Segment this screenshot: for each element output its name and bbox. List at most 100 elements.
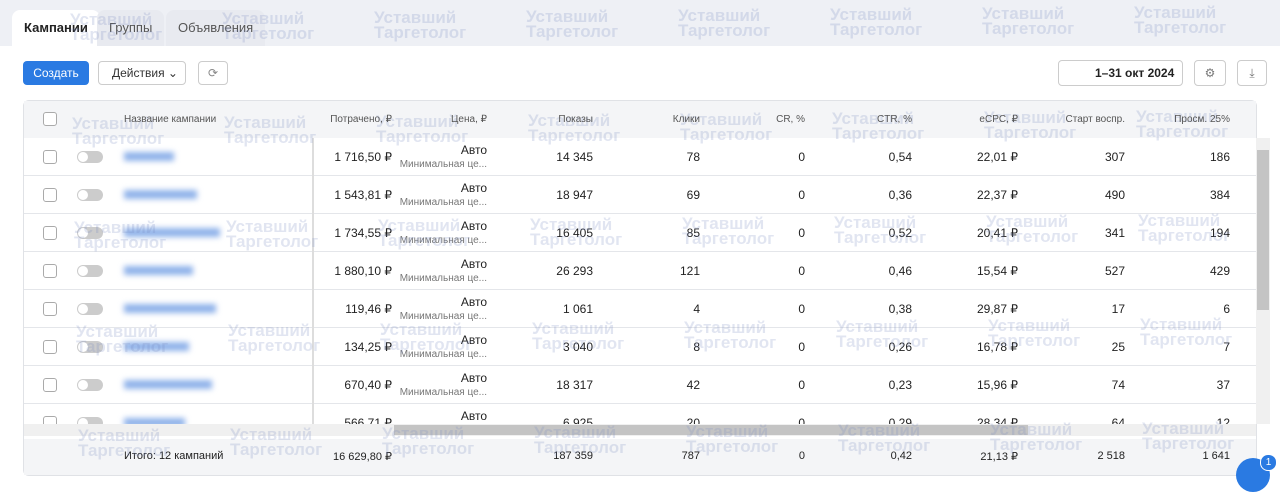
cell: 85 bbox=[686, 226, 700, 240]
cell: 119,46 ₽ bbox=[345, 302, 392, 316]
cell: 64 bbox=[1111, 416, 1125, 424]
total-row bbox=[24, 439, 1256, 475]
table-body: 1 716,50 ₽ Авто Минимальная це... 14 345 78 0… bbox=[24, 143, 1256, 424]
total-cell: 187 359 bbox=[553, 450, 593, 462]
cell: 16,78 ₽ bbox=[977, 340, 1018, 354]
campaign-name-blurred bbox=[124, 342, 189, 351]
h-scroll-thumb[interactable] bbox=[394, 425, 1028, 435]
header-cell: Цена, ₽ bbox=[451, 114, 487, 125]
cell: Авто bbox=[460, 295, 487, 309]
cell: 12 bbox=[1216, 416, 1230, 424]
cell: 490 bbox=[1104, 188, 1125, 202]
cell: 20,41 ₽ bbox=[977, 226, 1018, 240]
cell: Минимальная це... bbox=[399, 197, 487, 208]
cell: 186 bbox=[1209, 150, 1230, 164]
settings-button[interactable]: ⚙ bbox=[1194, 60, 1226, 86]
cell: Минимальная це... bbox=[399, 273, 487, 284]
row-toggle[interactable] bbox=[77, 189, 103, 201]
cell: Авто bbox=[460, 371, 487, 385]
cell: 28,34 ₽ bbox=[977, 416, 1018, 424]
cell: 0,52 bbox=[888, 226, 912, 240]
cell: 341 bbox=[1104, 226, 1125, 240]
cell: 18 947 bbox=[556, 188, 593, 202]
row-checkbox[interactable] bbox=[43, 416, 57, 424]
cell: 0,46 bbox=[888, 264, 912, 278]
row-checkbox[interactable] bbox=[43, 150, 57, 164]
cell: 26 293 bbox=[556, 264, 593, 278]
row-checkbox[interactable] bbox=[43, 340, 57, 354]
tab[interactable]: Группы bbox=[97, 10, 165, 46]
cell: Авто bbox=[460, 409, 487, 423]
row-line bbox=[24, 175, 1256, 176]
header-cell: Старт воспр. bbox=[1065, 114, 1125, 125]
row-line bbox=[24, 365, 1256, 366]
v-scroll-thumb[interactable] bbox=[1257, 150, 1269, 310]
total-cell: Итого: 12 кампаний bbox=[124, 450, 224, 462]
cell: 194 bbox=[1209, 226, 1230, 240]
create-button[interactable]: Создать bbox=[23, 61, 89, 85]
campaign-name-blurred bbox=[124, 380, 212, 389]
fixed-divider bbox=[312, 138, 314, 424]
row-line bbox=[24, 251, 1256, 252]
cell: 0,23 bbox=[888, 378, 912, 392]
cell: Авто bbox=[460, 143, 487, 157]
download-button[interactable]: ⤓ bbox=[1237, 60, 1267, 86]
cell: 0 bbox=[798, 340, 805, 354]
header-cell: Показы bbox=[558, 114, 593, 125]
header-cell: Название кампании bbox=[124, 114, 217, 125]
row-checkbox[interactable] bbox=[43, 264, 57, 278]
cell: Минимальная це... bbox=[399, 349, 487, 360]
row-toggle[interactable] bbox=[77, 379, 103, 391]
row-toggle[interactable] bbox=[77, 303, 103, 315]
cell: 37 bbox=[1216, 378, 1230, 392]
row-line bbox=[24, 327, 1256, 328]
row-toggle[interactable] bbox=[77, 265, 103, 277]
cell: 1 061 bbox=[562, 302, 593, 316]
cell: 15,96 ₽ bbox=[977, 378, 1018, 392]
cell: 29,87 ₽ bbox=[977, 302, 1018, 316]
cell: 384 bbox=[1209, 188, 1230, 202]
cell: 0,36 bbox=[888, 188, 912, 202]
actions-button[interactable]: Действия ⌄ bbox=[98, 61, 186, 85]
cell: 670,40 ₽ bbox=[344, 378, 392, 392]
cell: 1 734,55 ₽ bbox=[334, 226, 392, 240]
date-picker[interactable]: 1–31 окт 2024 bbox=[1058, 60, 1183, 86]
campaign-name-blurred bbox=[124, 304, 216, 313]
cell: Авто bbox=[460, 219, 487, 233]
tab[interactable]: Кампании bbox=[12, 10, 100, 46]
row-toggle[interactable] bbox=[77, 151, 103, 163]
header-cell: eCPC, ₽ bbox=[979, 114, 1018, 125]
tab[interactable]: Объявления bbox=[166, 10, 266, 46]
row-line bbox=[24, 289, 1256, 290]
row-toggle[interactable] bbox=[77, 417, 103, 424]
cell: 22,01 ₽ bbox=[977, 150, 1018, 164]
refresh-button[interactable]: ⟳ bbox=[198, 61, 228, 85]
row-toggle[interactable] bbox=[77, 341, 103, 353]
cell: 74 bbox=[1111, 378, 1125, 392]
cell: Минимальная це... bbox=[399, 235, 487, 246]
row-checkbox[interactable] bbox=[43, 226, 57, 240]
cell: 18 317 bbox=[556, 378, 593, 392]
cell: 0 bbox=[798, 264, 805, 278]
cell: 0,29 bbox=[888, 416, 912, 424]
cell: 25 bbox=[1111, 340, 1125, 354]
header-cell: CTR, % bbox=[877, 114, 912, 125]
cell: 307 bbox=[1104, 150, 1125, 164]
cell: 7 bbox=[1223, 340, 1230, 354]
cell: 78 bbox=[686, 150, 700, 164]
cell: 134,25 ₽ bbox=[344, 340, 392, 354]
row-toggle[interactable] bbox=[77, 227, 103, 239]
header-cell: CR, % bbox=[776, 114, 805, 125]
cell: 1 543,81 ₽ bbox=[334, 188, 392, 202]
row-checkbox[interactable] bbox=[43, 188, 57, 202]
total-cell: 2 518 bbox=[1097, 450, 1125, 462]
row-checkbox[interactable] bbox=[43, 378, 57, 392]
cell: 566,71 ₽ bbox=[344, 416, 392, 424]
row-line bbox=[24, 213, 1256, 214]
row-checkbox[interactable] bbox=[43, 302, 57, 316]
cell: 0,54 bbox=[888, 150, 912, 164]
cell: 14 345 bbox=[556, 150, 593, 164]
cell: 0 bbox=[798, 150, 805, 164]
cell: 0 bbox=[798, 188, 805, 202]
cell: 6 bbox=[1223, 302, 1230, 316]
